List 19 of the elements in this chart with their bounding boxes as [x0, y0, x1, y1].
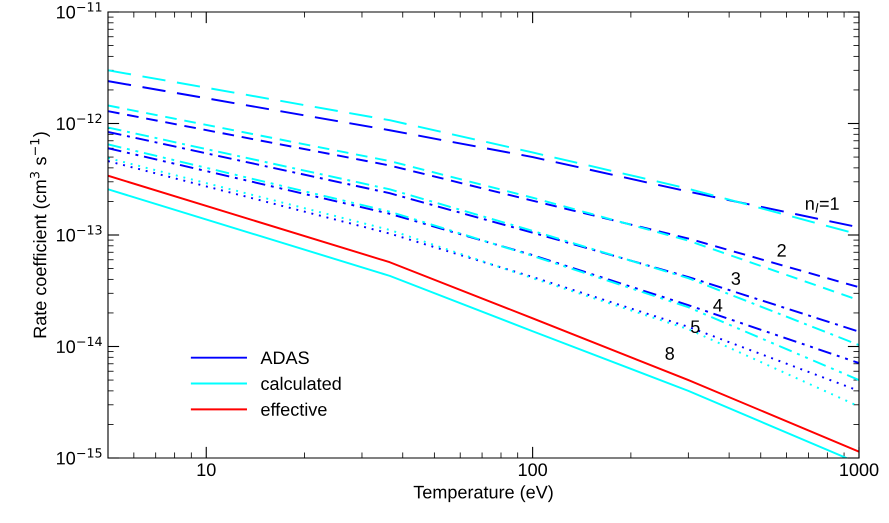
legend-label: effective — [261, 402, 327, 416]
annotation: 2 — [778, 244, 786, 257]
annotation: 4 — [713, 299, 722, 312]
x-tick-label: 100 — [518, 463, 547, 476]
legend-label: ADAS — [260, 351, 309, 364]
annotation: n$_{l}$=1 — [806, 197, 839, 213]
legend-label: calculated — [261, 376, 341, 390]
x-tick-label: 1000 — [840, 463, 878, 476]
annotation: 5 — [690, 320, 700, 334]
x-tick-label: 10 — [198, 463, 216, 476]
y-tick-label: 10$^{−15}$ — [57, 448, 102, 465]
y-tick-label: 10$^{−12}$ — [57, 114, 102, 130]
x-axis-title: Temperature (eV) — [414, 485, 553, 502]
y-tick-label: 10$^{−13}$ — [57, 225, 102, 242]
y-tick-label: 10$^{−11}$ — [57, 2, 102, 19]
annotation: 3 — [732, 272, 740, 285]
annotation: 8 — [666, 347, 674, 360]
y-tick-label: 10$^{−14}$ — [57, 336, 102, 354]
y-axis-title: Rate coefficient (cm$^{3}$ s$^{−1}$) — [30, 132, 50, 338]
